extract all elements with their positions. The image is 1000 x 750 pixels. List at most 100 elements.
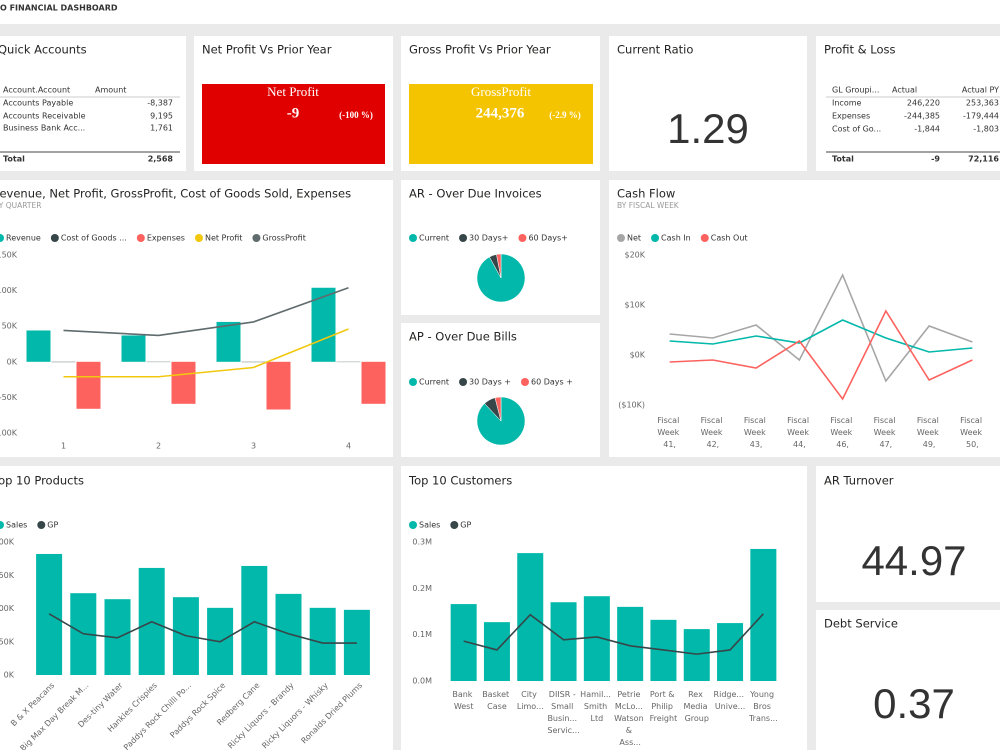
chart-title: AP - Over Due Bills xyxy=(409,330,517,344)
table-cell: Business Bank Acc... xyxy=(3,124,85,133)
tile-title: Net Profit Vs Prior Year xyxy=(202,43,332,57)
legend-marker xyxy=(0,234,4,242)
legend-marker xyxy=(50,234,59,242)
y-tick-label: ($10K) xyxy=(618,401,645,410)
kpi-value: 1.29 xyxy=(667,105,749,152)
chart-title: AR - Over Due Invoices xyxy=(409,187,542,201)
x-tick-label: 2 xyxy=(156,442,161,451)
column-header: Actual PY xyxy=(962,86,999,95)
x-tick-label: 1 xyxy=(61,442,66,451)
legend-label: Net Profit xyxy=(205,234,242,243)
x-tick-label: Fiscal Week 42, xyxy=(701,416,725,449)
kpi-value: 244,376 xyxy=(476,105,525,121)
bar xyxy=(717,623,744,681)
x-tick-label: Rex Media Group xyxy=(683,690,710,723)
tile-title: Quick Accounts xyxy=(0,43,87,57)
table-cell: Accounts Receivable xyxy=(3,112,86,121)
x-tick-label: Young Bros Trans... xyxy=(748,690,778,723)
chart-subtitle: BY QUARTER xyxy=(0,201,41,210)
chart-title: Cash Flow xyxy=(617,187,675,201)
y-tick-label: -100K xyxy=(0,429,18,438)
tile xyxy=(816,466,1000,602)
x-tick-label: Port & Philip Freight xyxy=(650,690,678,723)
line xyxy=(63,286,349,337)
legend-label: Cost of Goods ... xyxy=(61,234,127,243)
table-cell: -8,387 xyxy=(147,99,173,108)
line xyxy=(669,319,973,353)
column-header: GL Groupi... xyxy=(832,86,879,95)
x-tick-label: Bank West xyxy=(452,690,475,711)
tile-title: Gross Profit Vs Prior Year xyxy=(409,43,551,57)
line xyxy=(48,613,357,644)
legend-marker xyxy=(136,234,145,242)
bar xyxy=(241,565,268,675)
line xyxy=(669,273,973,383)
legend-label: 60 Days + xyxy=(531,378,573,387)
line xyxy=(463,613,764,655)
table-cell: Expenses xyxy=(832,112,870,121)
table-cell: 9,195 xyxy=(150,112,173,121)
dashboard-title: O FINANCIAL DASHBOARD xyxy=(0,4,118,13)
table-total: 72,116 xyxy=(968,155,999,164)
table-cell: Income xyxy=(832,99,862,108)
y-tick-label: $10K xyxy=(624,301,645,310)
bar xyxy=(266,361,291,410)
y-tick-label: 0K xyxy=(4,671,15,680)
x-tick-label: Fiscal Week 43, xyxy=(744,416,768,449)
tile-title: AR Turnover xyxy=(824,474,894,488)
y-tick-label: 0.0M xyxy=(412,677,432,686)
legend-label: Current xyxy=(419,378,449,387)
kpi-box xyxy=(202,84,385,164)
legend-marker xyxy=(409,378,417,386)
legend-marker xyxy=(459,378,468,386)
bar xyxy=(311,287,336,362)
tile-title: Current Ratio xyxy=(617,43,693,57)
legend-marker xyxy=(409,234,417,242)
x-tick-label: City Limo... xyxy=(517,690,544,711)
kpi-value: -9 xyxy=(287,105,300,121)
bar xyxy=(216,321,241,362)
table-cell: 253,363 xyxy=(966,99,999,108)
y-tick-label: 0.1M xyxy=(412,630,432,639)
table-cell: -1,803 xyxy=(973,125,999,134)
pie-slice xyxy=(496,253,502,279)
x-tick-label: Ridge... Unive... xyxy=(714,690,747,711)
x-tick-label: 4 xyxy=(346,442,351,451)
table-total: 2,568 xyxy=(148,155,174,164)
tile xyxy=(816,610,1000,750)
table-total: Total xyxy=(832,155,854,164)
x-tick-label: Petrie McLo... Watson & Ass... xyxy=(614,690,646,747)
y-tick-label: 0K xyxy=(7,357,18,366)
line xyxy=(63,328,349,378)
y-tick-label: -50K xyxy=(0,393,18,402)
legend-marker xyxy=(194,234,203,242)
y-tick-label: 150K xyxy=(0,251,18,260)
column-header: Amount xyxy=(95,86,126,95)
bar xyxy=(121,335,146,362)
x-tick-label: Fiscal Week 50, xyxy=(960,416,984,449)
y-tick-label: 200K xyxy=(0,538,15,547)
legend-label: Net xyxy=(627,234,641,243)
tile xyxy=(816,36,1000,171)
tile xyxy=(609,180,1000,457)
y-tick-label: 100K xyxy=(0,286,18,295)
y-tick-label: $0K xyxy=(630,351,646,360)
legend-marker xyxy=(617,234,625,242)
bar xyxy=(26,330,51,362)
kpi-value: 0.37 xyxy=(873,680,955,727)
chart-title: Top 10 Customers xyxy=(408,474,512,488)
legend-marker xyxy=(459,234,468,242)
x-tick-label: Fiscal Week 49, xyxy=(917,416,941,449)
table-cell: 246,220 xyxy=(907,99,940,108)
legend-label: Sales xyxy=(419,521,440,530)
y-tick-label: 100K xyxy=(0,604,15,613)
legend-label: 30 Days+ xyxy=(469,234,508,243)
legend-label: 60 Days+ xyxy=(528,234,567,243)
legend-label: Current xyxy=(419,234,449,243)
x-tick-label: Hamil... Smith Ltd xyxy=(580,690,613,723)
kpi-label: Net Profit xyxy=(267,84,319,99)
kpi-value: 44.97 xyxy=(861,537,966,584)
legend-marker xyxy=(0,521,4,529)
y-tick-label: 50K xyxy=(0,637,15,646)
